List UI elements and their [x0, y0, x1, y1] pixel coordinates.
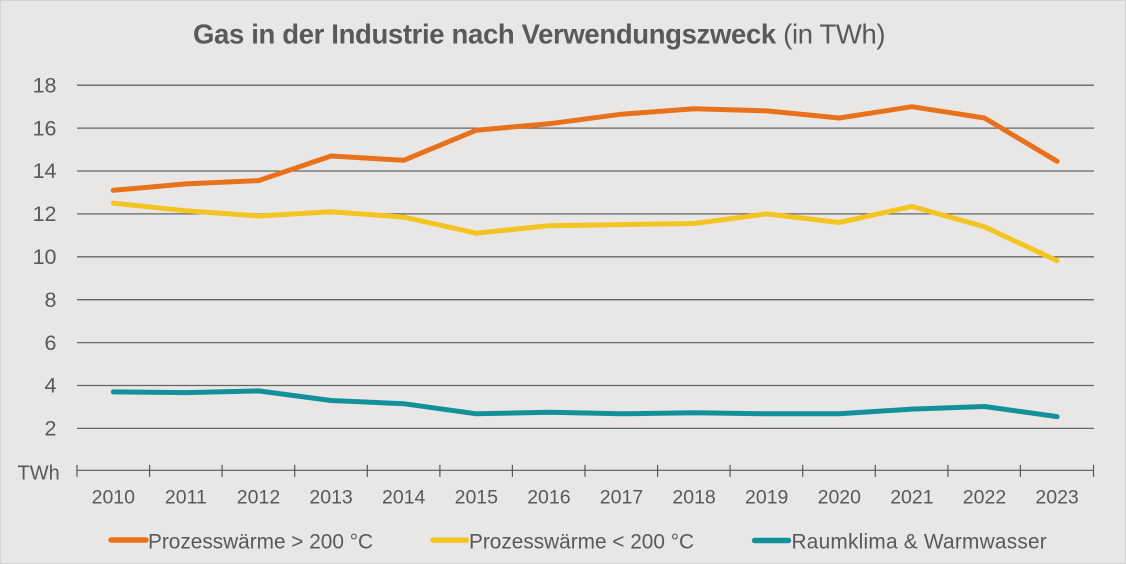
svg-text:14: 14: [33, 159, 57, 183]
svg-text:Prozesswärme < 200 °C: Prozesswärme < 200 °C: [469, 531, 694, 554]
svg-text:12: 12: [33, 202, 57, 226]
svg-text:2018: 2018: [672, 487, 715, 509]
svg-text:2: 2: [45, 417, 57, 441]
svg-text:2020: 2020: [818, 487, 862, 509]
svg-text:TWh: TWh: [18, 463, 60, 485]
svg-text:2014: 2014: [382, 487, 426, 509]
svg-text:6: 6: [45, 331, 57, 355]
svg-text:2023: 2023: [1035, 487, 1078, 509]
svg-text:2012: 2012: [237, 487, 280, 509]
svg-text:2016: 2016: [527, 487, 570, 509]
svg-text:2015: 2015: [455, 487, 499, 509]
svg-text:2010: 2010: [92, 487, 136, 509]
svg-text:2021: 2021: [890, 487, 933, 509]
svg-text:10: 10: [33, 245, 57, 269]
svg-text:2022: 2022: [963, 487, 1006, 509]
svg-text:4: 4: [45, 374, 57, 398]
svg-text:2019: 2019: [745, 487, 788, 509]
svg-text:Raumklima & Warmwasser: Raumklima & Warmwasser: [792, 531, 1047, 554]
svg-text:2017: 2017: [600, 487, 643, 509]
svg-text:2013: 2013: [309, 487, 352, 509]
svg-text:2011: 2011: [165, 487, 207, 509]
svg-text:Gas in der Industrie nach Verw: Gas in der Industrie nach Verwendungszwe…: [193, 19, 885, 50]
svg-text:18: 18: [33, 73, 57, 97]
svg-text:8: 8: [45, 288, 57, 312]
svg-text:Prozesswärme > 200 °C: Prozesswärme > 200 °C: [148, 531, 373, 554]
svg-text:16: 16: [33, 116, 57, 140]
